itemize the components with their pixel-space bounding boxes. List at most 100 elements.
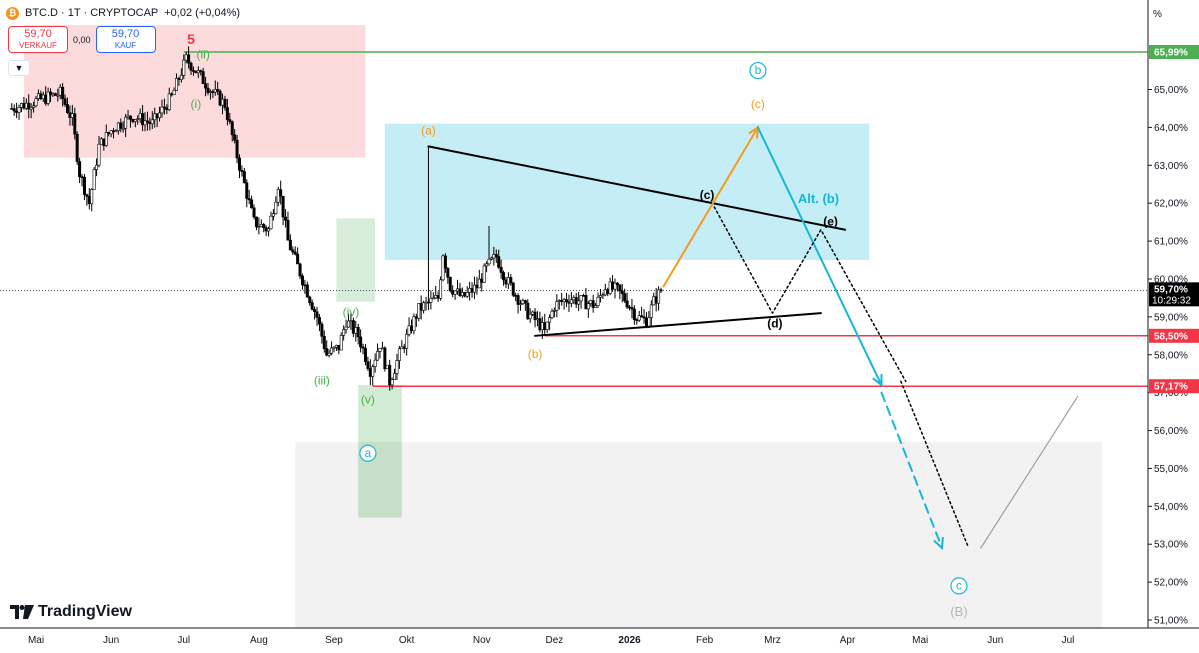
candle-body — [603, 289, 607, 296]
tradingview-logo[interactable]: TradingView — [10, 603, 132, 621]
candle — [439, 276, 443, 301]
candle — [242, 167, 246, 184]
candle-body — [303, 284, 307, 287]
candle — [456, 279, 460, 295]
price-axis[interactable]: % 51,00% 52,00% 53,00% 54,00% 55,00% 56,00% 57,… — [1147, 0, 1199, 653]
candle-body — [407, 325, 411, 335]
candle-body — [640, 315, 644, 318]
candle — [509, 274, 513, 286]
candle-body — [497, 256, 501, 268]
candle — [80, 174, 84, 187]
candle-body — [414, 316, 418, 319]
candle-body — [543, 322, 547, 330]
wave-label-13: (B) — [950, 604, 967, 619]
candle — [218, 89, 222, 107]
candle-body — [400, 346, 404, 350]
candle-body — [158, 112, 162, 119]
candle — [252, 204, 256, 220]
candle-body — [356, 327, 360, 338]
candle — [359, 329, 363, 353]
candle — [412, 313, 416, 335]
candle — [288, 234, 292, 251]
candle — [199, 69, 203, 76]
candle — [65, 97, 69, 114]
sell-button[interactable]: 59,70 VERKAUF — [8, 26, 68, 53]
time-axis[interactable]: Mai Jun Jul Aug Sep Okt Nov Dez 2026 Feb Mrz Apr Mai… — [0, 627, 1199, 653]
candle-body — [451, 290, 455, 295]
candle-body — [502, 272, 506, 281]
candle — [659, 287, 663, 294]
candle — [516, 293, 520, 314]
symbol-title[interactable]: BTC.D · 1T · CRYPTOCAP — [25, 7, 159, 19]
candle — [158, 106, 162, 122]
candle — [441, 254, 445, 282]
candle-body — [250, 199, 254, 209]
candle-body — [87, 196, 91, 205]
candle-body — [112, 130, 116, 133]
candle-body — [366, 361, 370, 369]
candle-body — [613, 282, 617, 290]
candle — [284, 209, 288, 228]
candle-body — [477, 278, 481, 289]
circled-wave-2: c — [950, 577, 968, 595]
trendline-2 — [662, 126, 759, 288]
circled-wave-0: b — [749, 61, 767, 80]
candle-body — [201, 71, 205, 85]
candle — [12, 104, 16, 116]
candle-body — [187, 54, 191, 64]
wave-label-3: (iv) — [343, 305, 360, 319]
candle-body — [552, 309, 556, 312]
wave-label-6: (a) — [421, 123, 436, 137]
candle-body — [514, 295, 518, 297]
candle — [368, 359, 372, 386]
candle-body — [458, 288, 462, 296]
current-price-tag — [1149, 282, 1199, 307]
wave-label-4: (iii) — [314, 373, 330, 387]
trendline-0 — [427, 145, 847, 231]
candle-body — [136, 118, 140, 121]
candle — [61, 83, 65, 107]
symbol-header[interactable]: ₿ BTC.D · 1T · CRYPTOCAP +0,02 (+0,04%) — [6, 4, 240, 22]
candle — [620, 284, 624, 303]
candle-body — [75, 133, 79, 162]
candle-body — [426, 301, 430, 304]
candle-body — [460, 292, 464, 296]
candle — [53, 92, 57, 96]
candle-body — [165, 107, 169, 110]
candle-body — [487, 258, 491, 265]
wave-circle — [749, 61, 767, 80]
wave-label-5: (v) — [361, 392, 375, 406]
candle-body — [12, 108, 16, 112]
candle — [206, 83, 210, 96]
candle — [538, 311, 542, 333]
trade-panel: 59,70 VERKAUF 0,00 59,70 KAUF — [8, 26, 156, 53]
time-axis-bg — [0, 628, 1199, 653]
candle-body — [320, 323, 324, 337]
chevron-down-icon[interactable]: ▼ — [8, 60, 30, 76]
candle-body — [65, 104, 69, 114]
candle-body — [417, 303, 421, 319]
candle-body — [431, 297, 435, 300]
candle-body — [211, 91, 215, 93]
candle-body — [429, 298, 433, 303]
candle — [409, 319, 413, 334]
candle — [535, 311, 539, 327]
candle — [613, 278, 617, 299]
candle-body — [199, 70, 203, 72]
candle-body — [657, 289, 661, 304]
candle — [453, 290, 457, 300]
wave-circle-label: b — [755, 63, 762, 77]
candle-body — [322, 335, 326, 349]
wave-label-12: Alt. (b) — [798, 191, 839, 206]
candle-body — [153, 113, 157, 121]
candle — [90, 188, 94, 212]
candle — [233, 129, 237, 144]
month-label: Apr — [840, 635, 856, 646]
candle — [577, 291, 581, 312]
candle-body — [456, 288, 460, 292]
circled-wave-1: a — [359, 444, 377, 462]
buy-button[interactable]: 59,70 KAUF — [95, 26, 156, 53]
candle — [402, 343, 406, 354]
candle-body — [589, 300, 593, 304]
